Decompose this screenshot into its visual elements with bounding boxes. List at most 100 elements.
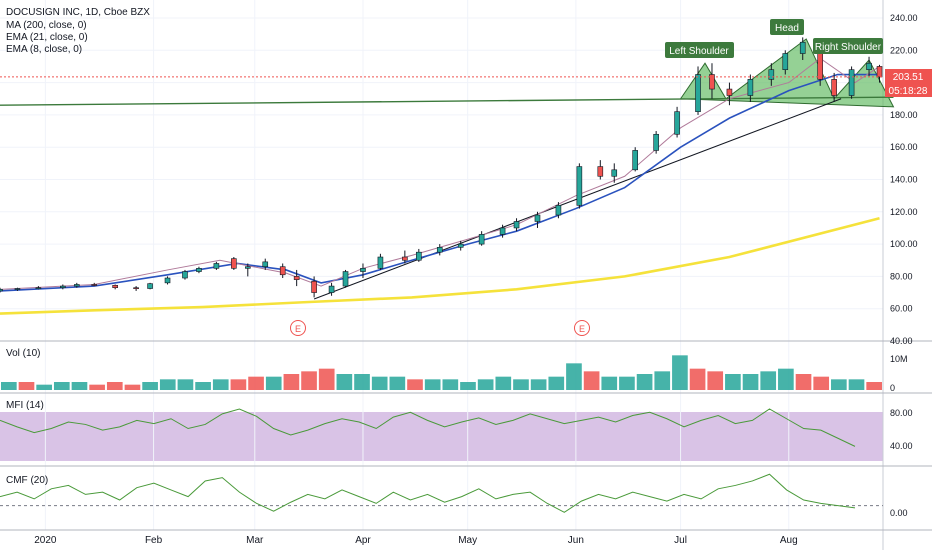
left-shoulder-text: Left Shoulder — [669, 46, 729, 57]
volume-bar-26 — [460, 382, 476, 390]
candle-body-42 — [768, 69, 775, 80]
volume-bar-21 — [371, 376, 388, 390]
time-tick-6: Jul — [674, 535, 687, 546]
volume-bar-14 — [248, 376, 264, 390]
earnings-marker-1[interactable]: E — [290, 320, 306, 336]
volume-bar-37 — [654, 371, 671, 390]
candle-body-36 — [653, 133, 659, 151]
time-tick-3: Apr — [355, 535, 371, 546]
volume-bar-47 — [831, 379, 847, 390]
legend-ma200[interactable]: MA (200, close, 0) — [6, 20, 87, 31]
candle-body-27 — [478, 234, 485, 245]
price-tick-8: 80.00 — [890, 271, 913, 281]
left-shoulder-label[interactable]: Left Shoulder — [665, 42, 734, 58]
head-label[interactable]: Head — [770, 19, 804, 35]
volume-bar-0 — [1, 382, 17, 390]
volume-bar-36 — [636, 374, 653, 390]
volume-bar-33 — [583, 371, 600, 390]
earnings-marker-1-text: E — [295, 324, 301, 334]
candle-body-14 — [244, 266, 251, 269]
right-shoulder-text: Right Shoulder — [815, 42, 882, 53]
candle-body-20 — [342, 271, 349, 287]
price-tick-6: 120.00 — [890, 207, 918, 217]
volume-bar-30 — [530, 379, 547, 390]
grid — [0, 0, 883, 530]
cmf-polyline — [0, 473, 856, 513]
bar-countdown: 05:18:28 — [889, 86, 928, 97]
candle-body-9 — [164, 277, 171, 284]
candle-body-43 — [782, 53, 789, 70]
volume-tick-0: 0 — [890, 383, 895, 393]
mfi-line — [0, 408, 856, 447]
price-tick-3: 180.00 — [890, 110, 918, 120]
volume-bar-7 — [124, 384, 141, 390]
volume-bar-2 — [36, 384, 52, 390]
volume-bar-15 — [265, 376, 282, 390]
mfi-tick-40: 40.00 — [890, 441, 913, 451]
price-tick-0: 240.00 — [890, 13, 918, 23]
candle-body-49 — [876, 66, 883, 78]
candle-body-24 — [416, 251, 422, 261]
volume-bar-35 — [619, 376, 635, 390]
symbol-title[interactable]: DOCUSIGN INC, 1D, Cboe BZX — [6, 7, 150, 18]
volume-bar-27 — [477, 379, 494, 390]
time-axis-labels[interactable]: 2020 Feb Mar Apr May Jun Jul Aug — [34, 535, 797, 546]
series-line-0 — [0, 217, 880, 315]
right-shoulder-label[interactable]: Right Shoulder — [813, 38, 883, 54]
legend-ema21[interactable]: EMA (21, close, 0) — [6, 32, 88, 43]
candle-body-35 — [632, 150, 639, 171]
time-tick-1: Feb — [145, 535, 163, 546]
cmf-panel-label[interactable]: CMF (20) — [6, 475, 48, 486]
candle-body-6 — [112, 284, 118, 289]
candle-body-12 — [213, 263, 220, 269]
last-price-badge: 203.51 05:18:28 — [885, 69, 932, 97]
volume-bar-4 — [71, 382, 88, 390]
volume-bars — [1, 355, 882, 390]
volume-bar-31 — [548, 376, 565, 390]
price-tick-9: 60.00 — [890, 304, 913, 314]
volume-bar-46 — [813, 376, 830, 390]
candle-body-46 — [831, 79, 837, 96]
volume-bar-9 — [159, 379, 176, 390]
candle-body-4 — [73, 284, 80, 287]
volume-bar-49 — [866, 382, 882, 390]
volume-bar-41 — [725, 374, 741, 390]
volume-bar-19 — [336, 374, 353, 390]
volume-tick-10m: 10M — [890, 354, 908, 364]
volume-bar-40 — [707, 371, 724, 390]
volume-bar-11 — [195, 382, 211, 390]
candle-body-34 — [611, 169, 618, 177]
candle-body-13 — [231, 258, 237, 269]
volume-bar-39 — [689, 368, 706, 390]
candle-body-8 — [147, 283, 153, 289]
mfi-panel-label[interactable]: MFI (14) — [6, 400, 44, 411]
candle-body-48 — [866, 62, 872, 70]
volume-bar-13 — [230, 379, 247, 390]
candle-body-25 — [436, 247, 443, 253]
mfi-tick-80: 80.00 — [890, 408, 913, 418]
price-tick-7: 100.00 — [890, 239, 918, 249]
candles[interactable] — [0, 37, 883, 298]
volume-bar-23 — [407, 379, 423, 390]
candle-body-18 — [311, 280, 317, 293]
candle-body-23 — [402, 256, 408, 261]
candle-body-38 — [695, 74, 701, 112]
legend-ema8[interactable]: EMA (8, close, 0) — [6, 44, 82, 55]
volume-bar-3 — [53, 382, 70, 390]
volume-bar-42 — [742, 374, 759, 390]
volume-bar-48 — [848, 379, 865, 390]
candle-body-30 — [534, 214, 541, 222]
candle-body-47 — [848, 69, 855, 96]
volume-bar-5 — [89, 384, 105, 390]
volume-bar-43 — [760, 371, 777, 390]
volume-bar-25 — [442, 379, 459, 390]
volume-panel-label[interactable]: Vol (10) — [6, 348, 40, 359]
price-tick-1: 220.00 — [890, 45, 918, 55]
candle-body-19 — [328, 285, 335, 293]
candle-body-26 — [457, 243, 464, 248]
earnings-marker-2[interactable]: E — [574, 320, 590, 336]
series-line-2 — [0, 57, 880, 290]
candle-body-32 — [576, 166, 583, 206]
candle-body-21 — [360, 268, 366, 272]
